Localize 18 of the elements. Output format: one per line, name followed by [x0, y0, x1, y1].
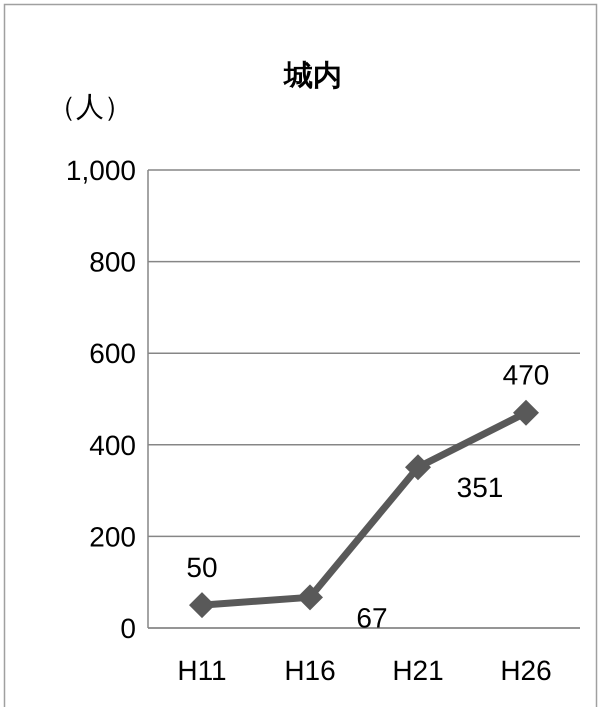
point: [405, 454, 431, 480]
point: [513, 400, 539, 426]
data-label: 470: [502, 360, 550, 391]
x-tick-label: H21: [392, 655, 444, 686]
y-tick-label: 400: [89, 430, 136, 461]
y-tick-label: 0: [120, 613, 136, 644]
y-tick-label: 800: [89, 246, 136, 278]
x-tick-label: H11: [177, 655, 227, 686]
y-tick-label: 200: [89, 521, 136, 552]
y-tick-label: 1,000: [66, 155, 136, 186]
x-tick-label: H26: [500, 655, 552, 686]
x-tick-label: H16: [284, 655, 336, 686]
data-label: 50: [186, 552, 218, 584]
data-label: 351: [456, 472, 504, 504]
data-label: 67: [356, 602, 388, 634]
y-tick-label: 600: [89, 338, 136, 370]
y-axis-title: （人）: [48, 91, 132, 122]
chart-title: 城内: [282, 60, 342, 92]
